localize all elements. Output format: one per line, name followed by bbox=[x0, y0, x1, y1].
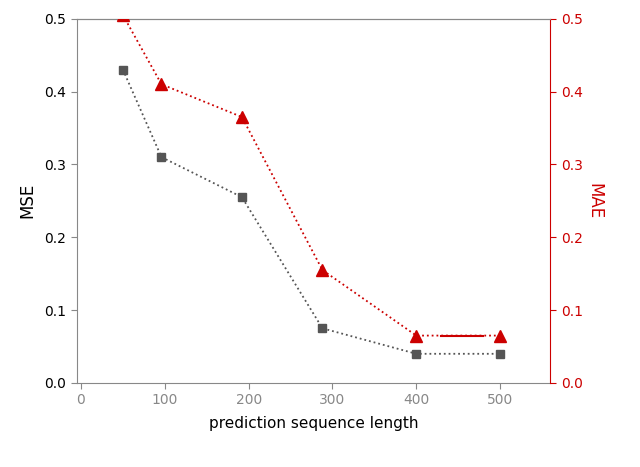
Y-axis label: MAE: MAE bbox=[586, 183, 604, 219]
X-axis label: prediction sequence length: prediction sequence length bbox=[209, 416, 419, 431]
Y-axis label: MSE: MSE bbox=[18, 183, 36, 219]
